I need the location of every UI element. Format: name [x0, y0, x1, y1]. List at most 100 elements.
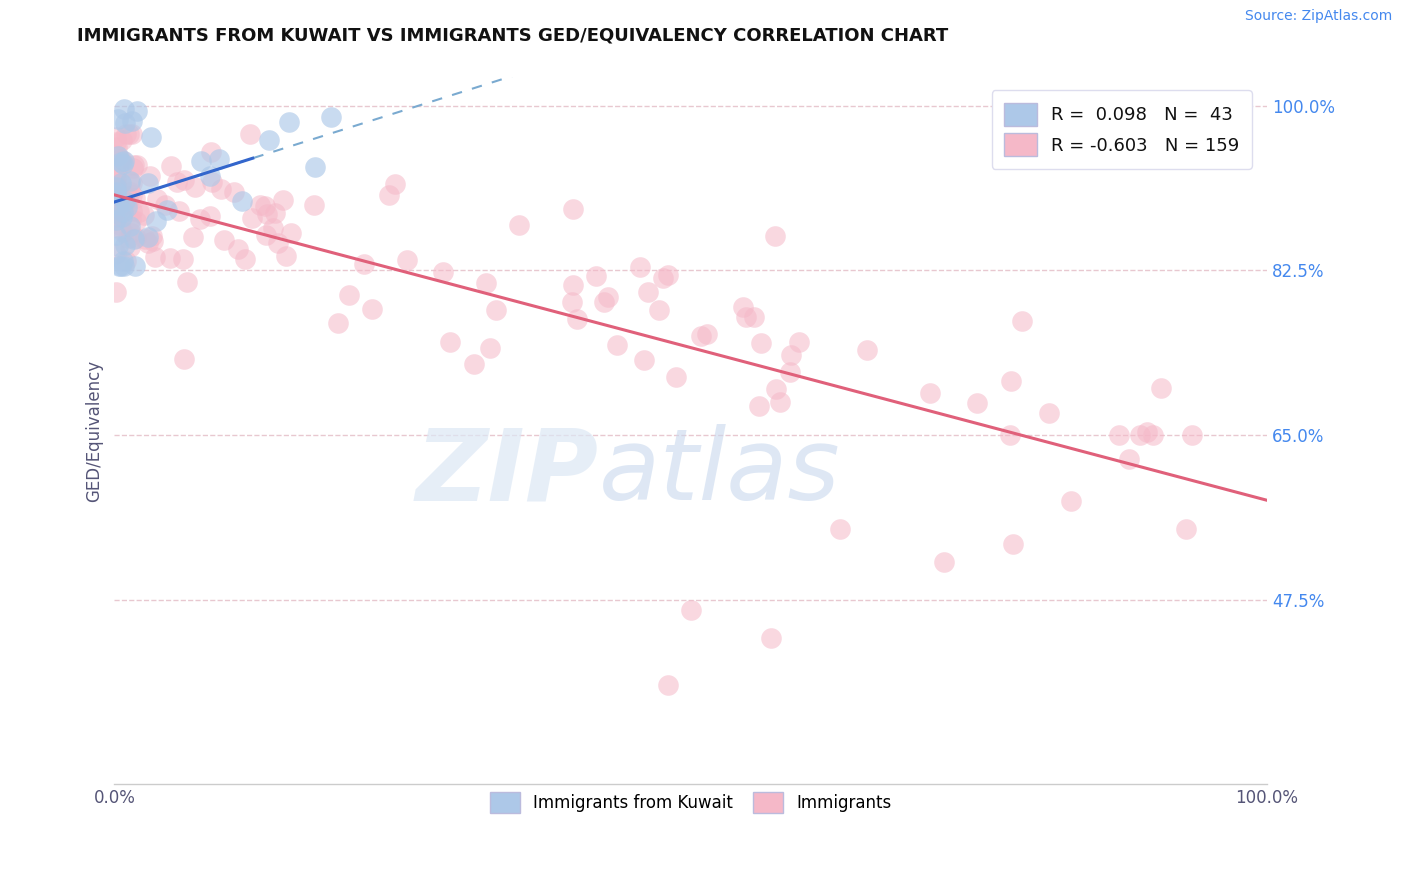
Point	[280, 226, 302, 240]
Point	[128, 204, 150, 219]
Point	[118, 219, 141, 234]
Point	[432, 265, 454, 279]
Point	[141, 229, 163, 244]
Text: Source: ZipAtlas.com: Source: ZipAtlas.com	[1244, 9, 1392, 23]
Point	[606, 337, 628, 351]
Point	[1000, 374, 1022, 388]
Point	[765, 382, 787, 396]
Point	[1136, 425, 1159, 439]
Point	[114, 194, 136, 208]
Point	[271, 194, 294, 208]
Point	[117, 231, 139, 245]
Point	[934, 556, 956, 570]
Point	[657, 268, 679, 283]
Point	[761, 631, 783, 645]
Point	[779, 348, 801, 362]
Point	[117, 194, 139, 208]
Point	[742, 310, 765, 324]
Point	[172, 252, 194, 266]
Point	[104, 187, 127, 202]
Point	[115, 200, 138, 214]
Point	[105, 203, 128, 218]
Point	[262, 221, 284, 235]
Point	[112, 156, 135, 170]
Point	[108, 194, 131, 208]
Point	[105, 140, 128, 154]
Point	[105, 177, 128, 191]
Point	[120, 212, 142, 227]
Point	[384, 177, 406, 191]
Point	[690, 329, 713, 343]
Point	[561, 277, 583, 292]
Point	[114, 254, 136, 268]
Point	[124, 259, 146, 273]
Point	[107, 259, 129, 273]
Point	[114, 127, 136, 141]
Point	[108, 152, 131, 166]
Point	[153, 197, 176, 211]
Point	[209, 182, 232, 196]
Point	[118, 127, 141, 141]
Point	[114, 116, 136, 130]
Point	[254, 199, 277, 213]
Point	[665, 370, 688, 384]
Point	[125, 231, 148, 245]
Point	[593, 294, 616, 309]
Point	[121, 127, 143, 141]
Point	[112, 204, 135, 219]
Point	[124, 191, 146, 205]
Point	[920, 385, 942, 400]
Point	[475, 277, 498, 291]
Point	[748, 399, 770, 413]
Point	[143, 250, 166, 264]
Point	[121, 204, 143, 219]
Point	[112, 197, 135, 211]
Point	[120, 174, 142, 188]
Point	[111, 253, 134, 268]
Point	[108, 198, 131, 212]
Point	[112, 225, 135, 239]
Point	[779, 365, 801, 379]
Point	[104, 180, 127, 194]
Point	[1000, 428, 1022, 442]
Point	[146, 192, 169, 206]
Point	[121, 176, 143, 190]
Point	[104, 170, 127, 185]
Point	[214, 233, 236, 247]
Point	[118, 185, 141, 199]
Point	[183, 230, 205, 244]
Point	[104, 179, 127, 194]
Point	[1142, 428, 1164, 442]
Point	[134, 232, 156, 246]
Point	[105, 185, 128, 199]
Point	[652, 271, 675, 285]
Point	[173, 173, 195, 187]
Point	[657, 678, 679, 692]
Point	[107, 239, 129, 253]
Point	[110, 176, 132, 190]
Point	[360, 301, 382, 316]
Point	[200, 145, 222, 160]
Point	[267, 236, 290, 251]
Point	[561, 295, 583, 310]
Point	[648, 303, 671, 318]
Point	[104, 129, 127, 144]
Point	[142, 235, 165, 249]
Point	[139, 169, 162, 183]
Point	[141, 130, 163, 145]
Point	[136, 230, 159, 244]
Point	[104, 212, 127, 227]
Point	[463, 357, 485, 371]
Point	[567, 311, 589, 326]
Point	[1181, 428, 1204, 442]
Point	[378, 187, 401, 202]
Point	[264, 206, 287, 220]
Point	[118, 240, 141, 254]
Text: IMMIGRANTS FROM KUWAIT VS IMMIGRANTS GED/EQUIVALENCY CORRELATION CHART: IMMIGRANTS FROM KUWAIT VS IMMIGRANTS GED…	[77, 27, 949, 45]
Point	[156, 202, 179, 217]
Point	[274, 248, 297, 262]
Point	[117, 195, 139, 210]
Point	[228, 243, 250, 257]
Point	[110, 154, 132, 169]
Point	[107, 161, 129, 175]
